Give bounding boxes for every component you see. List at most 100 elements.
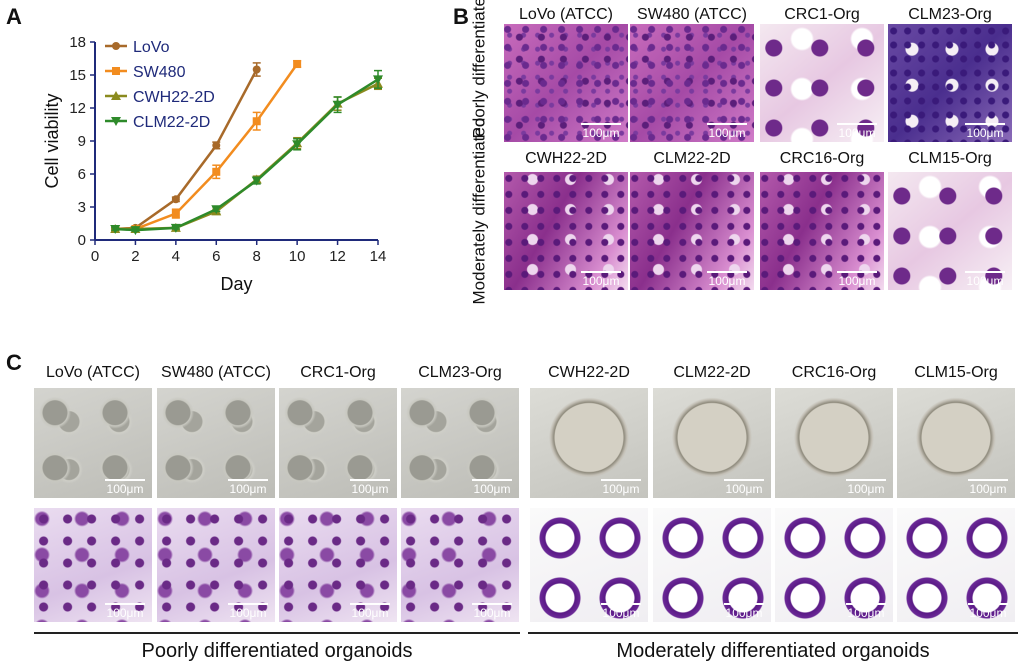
histology-image: 100μm	[279, 508, 397, 622]
panel-b-label-row2-1: CLM22-2D	[653, 150, 731, 167]
data-point	[212, 167, 221, 176]
he-image: 100μm	[888, 24, 1012, 142]
scale-bar: 100μm	[965, 479, 1011, 496]
scale-bar-label: 100μm	[582, 274, 620, 288]
data-point	[292, 140, 303, 150]
data-point	[171, 209, 180, 218]
scale-bar: 100μm	[843, 479, 889, 496]
data-point	[170, 223, 181, 233]
scale-bar: 100μm	[721, 603, 767, 620]
he-image: 100μm	[630, 24, 754, 142]
histology-image: 100μm	[897, 508, 1015, 622]
y-tick-label: 12	[69, 100, 86, 117]
histology-image: 100μm	[401, 508, 519, 622]
x-axis-label: Day	[220, 274, 252, 294]
scale-bar: 100μm	[469, 603, 515, 620]
scale-bar: 100μm	[347, 603, 393, 620]
scale-bar: 100μm	[834, 271, 880, 288]
scale-bar-label: 100μm	[582, 126, 620, 140]
series-line	[115, 78, 379, 232]
scale-bar-label: 100μm	[969, 606, 1007, 620]
histology-image: 100μm	[775, 508, 893, 622]
x-tick-label: 4	[172, 248, 180, 265]
scale-bar-label: 100μm	[847, 606, 885, 620]
brightfield-image: 100μm	[157, 388, 275, 498]
chart-series	[110, 59, 383, 236]
cell-viability-chart: 0 3 6 9 12 15 18 0 2 4 6 8 10 12 14 Day Cell viability L…	[42, 34, 387, 294]
x-tick-label: 12	[329, 248, 346, 265]
he-image: 100μm	[760, 24, 884, 142]
scale-bar-label: 100μm	[351, 606, 389, 620]
legend-item-LoVo: LoVo	[105, 39, 170, 56]
brightfield-image: 100μm	[34, 388, 152, 498]
data-point	[111, 117, 121, 126]
data-point	[211, 205, 222, 215]
panel-c-label-1: SW480 (ATCC)	[161, 364, 271, 381]
panel-b-label-row1-1: SW480 (ATCC)	[637, 6, 747, 23]
scale-bar-label: 100μm	[966, 126, 1004, 140]
data-point	[212, 141, 221, 150]
x-tick-label: 10	[289, 248, 306, 265]
legend-label: LoVo	[133, 39, 170, 56]
panel-c-label-0: LoVo (ATCC)	[46, 364, 140, 381]
scale-bar: 100μm	[704, 271, 750, 288]
x-tick-label: 0	[91, 248, 99, 265]
data-point	[332, 100, 343, 110]
scale-bar: 100μm	[102, 603, 148, 620]
data-point	[111, 91, 121, 100]
scale-bar-label: 100μm	[708, 126, 746, 140]
data-point	[251, 176, 262, 186]
footer-poorly: Poorly differentiated organoids	[141, 640, 413, 662]
scale-bar: 100μm	[102, 479, 148, 496]
scale-bar-label: 100μm	[602, 482, 640, 496]
x-tick-label: 2	[131, 248, 139, 265]
panel-b-label-row1-2: CRC1-Org	[784, 6, 860, 23]
scale-bar: 100μm	[598, 603, 644, 620]
panel-b-label-row2-3: CLM15-Org	[908, 150, 992, 167]
data-point	[112, 67, 120, 75]
scale-bar-label: 100μm	[229, 482, 267, 496]
brightfield-image: 100μm	[401, 388, 519, 498]
y-axis-label: Cell viability	[42, 93, 62, 188]
brightfield-image: 100μm	[530, 388, 648, 498]
data-point	[373, 75, 383, 85]
legend-label: SW480	[133, 64, 186, 81]
scale-bar-label: 100μm	[969, 482, 1007, 496]
panel-letter-b: B	[453, 4, 469, 29]
panel-b-label-row2-0: CWH22-2D	[525, 150, 607, 167]
scale-bar: 100μm	[704, 123, 750, 140]
he-image: 100μm	[888, 172, 1012, 290]
panel-b-label-row2-2: CRC16-Org	[779, 150, 865, 167]
he-image: 100μm	[630, 172, 754, 290]
panel-b-label-row1-3: CLM23-Org	[908, 6, 992, 23]
scale-bar: 100μm	[843, 603, 889, 620]
x-tick-label: 6	[212, 248, 220, 265]
panel-c-label-2: CRC1-Org	[300, 364, 376, 381]
scale-bar-label: 100μm	[847, 482, 885, 496]
histology-image: 100μm	[653, 508, 771, 622]
divider-moderately	[528, 632, 1018, 634]
chart-legend: LoVo SW480 CWH22-2D CLM22-2D	[105, 39, 215, 131]
scale-bar-label: 100μm	[838, 274, 876, 288]
he-image: 100μm	[504, 24, 628, 142]
brightfield-image: 100μm	[653, 388, 771, 498]
scale-bar-label: 100μm	[473, 482, 511, 496]
footer-moderately: Moderately differentiated organoids	[616, 640, 930, 662]
brightfield-image: 100μm	[897, 388, 1015, 498]
data-point	[252, 117, 261, 126]
scale-bar-label: 100μm	[473, 606, 511, 620]
panel-c-label-5: CLM22-2D	[673, 364, 751, 381]
panel-c-label-3: CLM23-Org	[418, 364, 502, 381]
panel-c-label-6: CRC16-Org	[791, 364, 877, 381]
legend-label: CLM22-2D	[133, 114, 210, 131]
x-tick-label: 14	[370, 248, 387, 265]
series-SW480	[111, 59, 302, 233]
panel-c-label-7: CLM15-Org	[914, 364, 998, 381]
data-point	[110, 225, 121, 234]
scale-bar-label: 100μm	[106, 482, 144, 496]
panel-c-label-4: CWH22-2D	[548, 364, 630, 381]
data-point	[293, 60, 302, 68]
divider-poorly	[34, 632, 520, 634]
scale-bar: 100μm	[962, 123, 1008, 140]
y-tick-label: 0	[78, 232, 86, 249]
